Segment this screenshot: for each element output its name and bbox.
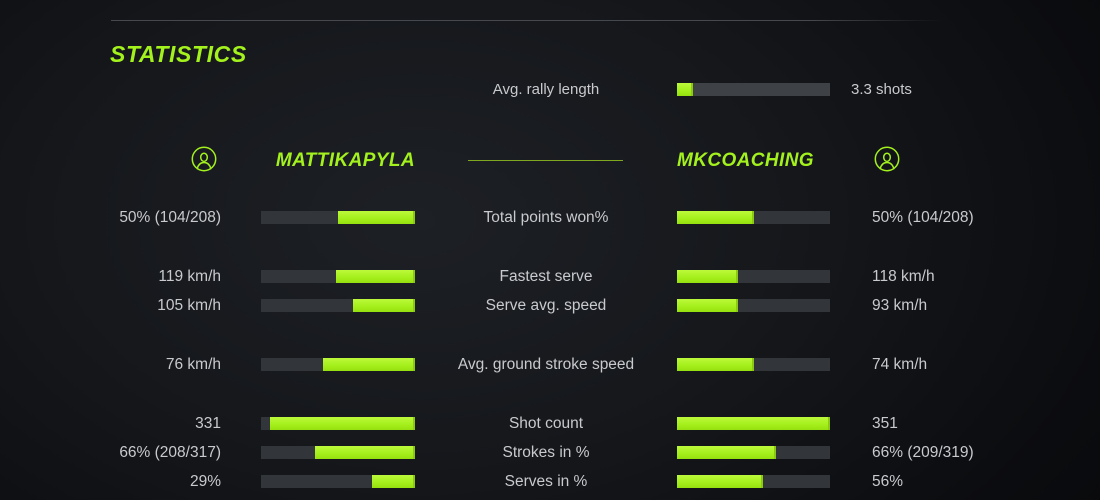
- stat-row: 105 km/h Serve avg. speed 93 km/h: [0, 295, 1100, 317]
- left-player-bar: [261, 211, 415, 224]
- stat-label: Strokes in %: [502, 444, 590, 461]
- left-bar-fill: [322, 358, 415, 371]
- stat-row: 50% (104/208) Total points won% 50% (104…: [0, 207, 1100, 229]
- stat-row: 29% Serves in % 56%: [0, 471, 1100, 493]
- right-bar-fill: [677, 446, 777, 459]
- right-bar-fill: [677, 417, 830, 430]
- stat-row: 331 Shot count 351: [0, 413, 1100, 435]
- right-bar-fill: [677, 211, 754, 224]
- right-player-value: 74 km/h: [872, 356, 928, 373]
- right-player-value: 93 km/h: [872, 297, 928, 314]
- left-player-value: 331: [195, 415, 221, 432]
- stat-label: Avg. ground stroke speed: [457, 356, 635, 373]
- right-player-bar: [677, 270, 830, 283]
- left-player-bar: [261, 299, 415, 312]
- page-title: STATISTICS: [110, 41, 247, 67]
- right-player-name: MKCOACHING: [677, 150, 814, 171]
- left-bar-fill: [338, 211, 415, 224]
- rally-length-bar: [677, 83, 830, 96]
- rally-length-value: 3.3 shots: [851, 81, 912, 98]
- left-player-bar: [261, 446, 415, 459]
- right-bar-fill: [677, 270, 739, 283]
- left-bar-fill: [314, 446, 415, 459]
- stat-label: Total points won%: [483, 209, 609, 226]
- right-player-value: 351: [872, 415, 898, 432]
- right-player-bar: [677, 299, 830, 312]
- stat-label: Serves in %: [504, 473, 588, 490]
- stat-row: 66% (208/317) Strokes in % 66% (209/319): [0, 442, 1100, 464]
- left-bar-fill: [371, 475, 415, 488]
- right-bar-fill: [677, 475, 763, 488]
- left-player-value: 76 km/h: [165, 356, 221, 373]
- right-player-value: 118 km/h: [872, 268, 935, 285]
- left-player-value: 105 km/h: [157, 297, 221, 314]
- right-player-value: 56%: [872, 473, 904, 490]
- stat-row: 119 km/h Fastest serve 118 km/h: [0, 266, 1100, 288]
- right-bar-fill: [677, 358, 754, 371]
- right-player-bar: [677, 475, 830, 488]
- left-player-bar: [261, 417, 415, 430]
- left-player-value: 66% (208/317): [119, 444, 221, 461]
- stat-label: Fastest serve: [499, 268, 593, 285]
- right-player-bar: [677, 417, 830, 430]
- top-divider: [111, 20, 943, 21]
- left-player-value: 119 km/h: [158, 268, 221, 285]
- right-bar-fill: [677, 299, 739, 312]
- right-player-value: 66% (209/319): [872, 444, 974, 461]
- left-player-value: 50% (104/208): [119, 209, 221, 226]
- rally-length-label: Avg. rally length: [492, 81, 600, 98]
- left-player-bar: [261, 475, 415, 488]
- center-divider: [468, 160, 623, 161]
- stat-label: Shot count: [508, 415, 584, 432]
- stat-label: Serve avg. speed: [485, 297, 607, 314]
- rally-bar-fill: [677, 83, 694, 96]
- right-player-bar: [677, 211, 830, 224]
- player-icon: [874, 146, 900, 172]
- right-player-bar: [677, 358, 830, 371]
- left-player-bar: [261, 358, 415, 371]
- right-player-bar: [677, 446, 830, 459]
- left-bar-fill: [353, 299, 415, 312]
- left-player-value: 29%: [189, 473, 221, 490]
- left-bar-fill: [270, 417, 415, 430]
- left-player-bar: [261, 270, 415, 283]
- left-player-name: MATTIKAPYLA: [275, 150, 415, 171]
- player-icon: [191, 146, 217, 172]
- stat-row: 76 km/h Avg. ground stroke speed 74 km/h: [0, 354, 1100, 376]
- left-bar-fill: [336, 270, 415, 283]
- right-player-value: 50% (104/208): [872, 209, 974, 226]
